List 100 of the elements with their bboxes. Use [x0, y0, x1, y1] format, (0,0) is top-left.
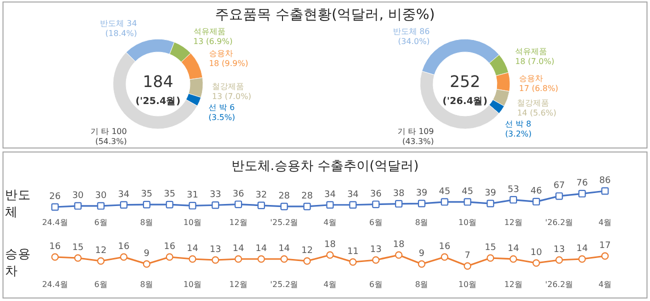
point — [326, 251, 334, 259]
data-label: 67 — [553, 181, 565, 192]
y-axis-title: 반도체 — [5, 187, 31, 219]
x-tick-label: 24.4월 — [42, 218, 68, 227]
point — [212, 201, 220, 209]
slice-label: 기 타 109 (43.3%) — [398, 127, 434, 146]
slice-label: 선 박 6 (3.5%) — [208, 103, 236, 122]
point — [51, 203, 59, 211]
point — [212, 256, 220, 264]
x-tick-label: 8월 — [140, 218, 154, 227]
point — [326, 201, 334, 209]
x-tick-label: '26.2월 — [545, 218, 574, 227]
data-label: 26 — [49, 192, 61, 202]
point — [486, 254, 494, 262]
point — [464, 262, 472, 270]
x-tick-label: 4월 — [598, 218, 612, 227]
point — [280, 255, 288, 263]
data-label: 13 (7.0%) — [212, 92, 252, 102]
x-tick-label: 8월 — [415, 280, 428, 289]
point — [578, 190, 586, 198]
data-label: 14 — [186, 244, 198, 254]
slice-label: 기 타 100 (54.3%) — [90, 127, 127, 146]
x-tick-label: 12월 — [504, 280, 522, 289]
data-label: 28 — [278, 191, 290, 202]
point — [258, 202, 265, 210]
data-label: 53 — [508, 184, 520, 195]
x-tick-label: 10월 — [183, 280, 202, 289]
x-tick-label: 12월 — [229, 218, 248, 227]
x-tick-label: 8월 — [415, 218, 428, 227]
data-label: 14 — [278, 244, 290, 254]
slice-label: 승용차 — [208, 48, 233, 58]
point — [120, 201, 128, 209]
slice-label: 철강제품 — [517, 98, 550, 108]
point — [440, 198, 448, 206]
x-tick-label: 6월 — [369, 218, 382, 227]
point — [234, 200, 242, 208]
data-label: 13 — [370, 245, 382, 255]
data-label: 7 — [464, 251, 470, 261]
text: 184 — [142, 72, 174, 91]
data-label: 16 — [164, 242, 176, 252]
point — [51, 253, 59, 261]
data-label: 14 — [232, 244, 244, 254]
point — [74, 254, 82, 262]
point — [280, 202, 288, 210]
x-tick-label: 10월 — [458, 218, 477, 227]
x-tick-label: 6월 — [94, 218, 108, 227]
data-label: 86 — [599, 176, 611, 186]
point — [97, 202, 105, 210]
point — [532, 259, 540, 267]
slice-label: 승용차 — [519, 74, 543, 83]
data-label: 30 — [95, 190, 107, 201]
data-label: 11 — [347, 247, 359, 257]
point — [486, 200, 494, 208]
point — [188, 255, 196, 263]
x-tick-label: '25.2월 — [270, 280, 298, 289]
slice-label: 석유제품 — [515, 46, 548, 56]
chart-title: 반도체.승용차 수출추이(억달러) — [231, 159, 419, 174]
data-label: 33 — [210, 190, 222, 200]
data-label: 16 — [118, 242, 130, 252]
data-label: 39 — [484, 188, 496, 199]
point — [303, 202, 311, 210]
y-axis-title: 승용차 — [5, 246, 31, 278]
point — [303, 257, 311, 265]
x-tick-label: 12월 — [504, 218, 522, 227]
point — [166, 200, 174, 208]
data-label: 12 — [301, 246, 313, 256]
data-label: 18 — [324, 240, 336, 250]
data-label: 35 — [140, 190, 152, 200]
point — [395, 251, 402, 259]
data-label: 9 — [418, 249, 425, 259]
x-tick-label: 4월 — [323, 218, 337, 227]
x-tick-label: 10월 — [458, 280, 477, 289]
data-label: 14 — [256, 244, 268, 254]
point — [555, 192, 563, 200]
data-label: 34 — [118, 190, 130, 200]
data-label: 28 — [301, 191, 314, 202]
x-tick-label: '26.2월 — [545, 280, 574, 289]
point — [234, 255, 242, 263]
point — [97, 257, 105, 265]
data-label: 12 — [95, 246, 107, 256]
x-tick-label: 4월 — [598, 280, 612, 289]
data-label: 46 — [530, 186, 542, 197]
point — [395, 200, 402, 208]
point — [166, 253, 174, 261]
slice-label: 석유제품 — [193, 27, 226, 36]
data-label: 17 (6.8%) — [519, 84, 558, 93]
data-label: 13 — [553, 245, 565, 255]
point — [142, 200, 150, 208]
x-tick-label: 8월 — [140, 280, 154, 289]
data-label: 30 — [72, 190, 84, 201]
point — [142, 260, 150, 268]
data-label: 18 — [393, 240, 405, 250]
point — [418, 200, 426, 208]
data-label: 32 — [256, 190, 267, 200]
data-label: 15 — [484, 243, 496, 253]
point — [578, 255, 586, 263]
text: ('26.4월) — [442, 96, 488, 107]
text: 252 — [450, 72, 480, 91]
slice-label: 반도체 34 (18.4%) — [100, 19, 137, 38]
point — [601, 187, 609, 195]
